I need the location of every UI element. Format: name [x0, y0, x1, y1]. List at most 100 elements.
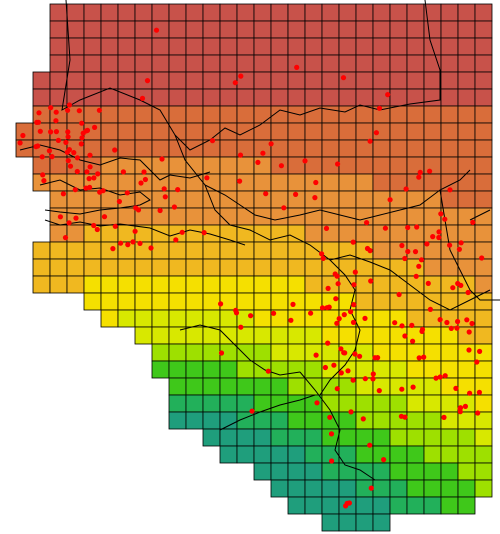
station-dot	[334, 386, 340, 392]
grid-cell	[185, 411, 204, 430]
grid-cell	[372, 3, 391, 22]
grid-cell	[287, 241, 306, 260]
grid-cell	[457, 462, 476, 481]
station-dot	[322, 364, 328, 371]
grid-cell	[457, 122, 476, 141]
station-dot	[120, 169, 126, 175]
grid-cell	[151, 309, 170, 328]
grid-cell	[389, 156, 408, 175]
station-dot	[95, 171, 101, 177]
station-dot	[345, 368, 351, 374]
station-dot	[348, 409, 354, 415]
grid-cell	[32, 241, 51, 260]
station-dot	[405, 224, 411, 231]
grid-cell	[287, 496, 306, 515]
station-dot	[36, 110, 42, 116]
station-dot	[457, 406, 463, 412]
grid-cell	[270, 343, 289, 362]
grid-cell	[440, 411, 459, 430]
grid-cell	[406, 479, 425, 498]
station-dot	[396, 291, 402, 298]
grid-cell	[134, 54, 153, 73]
grid-cell	[253, 377, 272, 396]
grid-cell	[151, 54, 170, 73]
grid-cell	[66, 224, 85, 243]
station-dot	[139, 95, 146, 101]
grid-cell	[457, 173, 476, 192]
grid-cell	[287, 224, 306, 243]
grid-cell	[457, 156, 476, 175]
grid-cell	[372, 88, 391, 107]
grid-cell	[32, 71, 51, 90]
grid-cell	[151, 292, 170, 311]
grid-cell	[389, 37, 408, 56]
grid-cell	[440, 394, 459, 413]
grid-cell	[457, 71, 476, 90]
station-dot	[201, 230, 207, 236]
station-dot	[96, 107, 102, 113]
grid-cell	[457, 190, 476, 209]
grid-cell	[219, 139, 238, 158]
station-dot	[288, 317, 294, 323]
station-dot	[173, 237, 179, 243]
station-dot	[342, 350, 348, 356]
station-dot	[118, 240, 124, 246]
grid-cell	[440, 3, 459, 22]
grid-cell	[287, 71, 306, 90]
grid-cell	[253, 3, 272, 22]
grid-cell	[338, 156, 357, 175]
station-dot	[130, 239, 136, 245]
grid-cell	[253, 292, 272, 311]
grid-cell	[338, 54, 357, 73]
station-dot	[37, 128, 43, 134]
grid-cell	[202, 360, 221, 379]
grid-cell	[423, 173, 442, 192]
station-dot	[398, 413, 404, 419]
grid-cell	[355, 37, 374, 56]
grid-cell	[202, 54, 221, 73]
station-dot	[338, 370, 344, 376]
grid-cell	[338, 428, 357, 447]
grid-cell	[406, 173, 425, 192]
grid-cell	[117, 105, 136, 124]
grid-cell	[474, 326, 493, 345]
station-dot	[65, 129, 71, 135]
country-borders	[19, 0, 500, 481]
station-dot	[323, 225, 330, 231]
grid-cell	[355, 88, 374, 107]
grid-cell	[168, 71, 187, 90]
grid-cell	[83, 139, 102, 158]
station-dot	[238, 324, 244, 330]
grid-cell	[253, 20, 272, 39]
station-dot	[352, 351, 358, 357]
station-dot	[84, 169, 90, 175]
grid-cell	[372, 360, 391, 379]
grid-cell	[117, 37, 136, 56]
grid-cell	[389, 411, 408, 430]
station-dot	[437, 317, 443, 323]
grid-cell	[372, 428, 391, 447]
grid-cell	[423, 105, 442, 124]
grid-cell	[185, 105, 204, 124]
station-dot	[308, 310, 314, 316]
station-dot	[73, 215, 79, 221]
station-dot	[209, 138, 216, 144]
grid-cell	[355, 20, 374, 39]
station-dot	[350, 239, 356, 245]
station-dot	[171, 204, 177, 210]
station-dot	[447, 242, 453, 248]
grid-cell	[304, 275, 323, 294]
grid-cell	[185, 360, 204, 379]
grid-cell	[219, 3, 238, 22]
grid-cell	[474, 292, 493, 311]
grid-cell	[253, 173, 272, 192]
grid-cell	[151, 37, 170, 56]
grid-cell	[100, 54, 119, 73]
grid-cell	[389, 462, 408, 481]
station-dot	[87, 164, 93, 170]
grid-cell	[423, 71, 442, 90]
grid-cell	[474, 156, 493, 175]
station-dot	[433, 375, 439, 381]
grid-cell	[372, 71, 391, 90]
grid-cell	[219, 156, 238, 175]
